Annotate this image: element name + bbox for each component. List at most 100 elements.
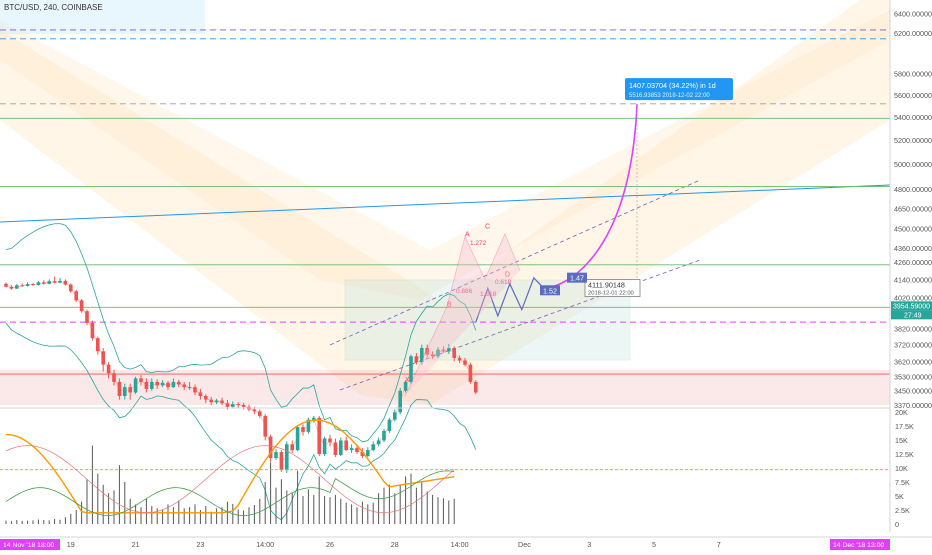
candle-body — [414, 356, 419, 363]
candle-body — [117, 381, 122, 397]
price-tick-label: 4140.000000 — [894, 275, 932, 284]
fib-value-label: 0.618 — [495, 279, 512, 286]
price-tick-label: 6400.000000 — [894, 9, 932, 18]
fib-value-label: 0.886 — [456, 288, 473, 295]
channel-fill-inner — [0, 10, 890, 300]
candle-body — [403, 381, 408, 391]
projection-zigzag — [475, 276, 545, 323]
time-tick-label: 7 — [717, 540, 721, 549]
price-tick-label: 3720.000000 — [894, 341, 932, 350]
channel-fill — [0, 0, 890, 405]
point-label-box — [584, 279, 641, 297]
candle-body — [20, 285, 24, 287]
time-range-tag — [0, 539, 60, 550]
time-tick-label: 5 — [652, 540, 656, 549]
candle-body — [214, 400, 219, 403]
candle-body — [101, 351, 105, 365]
price-tick-label: 3820.000000 — [894, 324, 932, 333]
pattern-point-label: X — [405, 377, 410, 384]
candle-body — [457, 357, 462, 361]
ratio-b-label: 1.47 — [570, 274, 584, 283]
ratio-a-label: 1.52 — [543, 286, 557, 295]
candle-body — [85, 311, 89, 323]
candle-body — [441, 349, 446, 352]
price-tick-label: 3620.000000 — [894, 357, 932, 366]
time-tick-label: 19 — [67, 540, 75, 549]
candle-body — [171, 381, 176, 388]
volume-tick-label: 5K — [895, 492, 904, 501]
candle-body — [74, 291, 78, 301]
candle-body — [155, 381, 159, 386]
candle-body — [106, 364, 111, 374]
pattern-point-label: B — [447, 302, 452, 309]
projection-curve — [543, 104, 638, 290]
harmonic-pattern — [404, 232, 521, 397]
candle-body — [90, 322, 95, 339]
projection-path — [475, 104, 638, 323]
candle-body — [36, 282, 41, 286]
pattern-point-label: A — [465, 232, 470, 239]
target-label: 1407.03704 (34.22%) in 1d — [629, 81, 716, 90]
candle-body — [393, 412, 397, 420]
candle-body — [306, 419, 311, 432]
price-tick-label: 6200.000000 — [894, 29, 932, 38]
time-tick-label: 14:00 — [451, 540, 469, 549]
candle-body — [468, 364, 473, 382]
volume-pane — [0, 407, 932, 524]
time-tick-label: 14 Dec '18 13:00 — [833, 542, 884, 549]
candle-body — [31, 284, 35, 286]
time-tick-label: 21 — [132, 540, 140, 549]
candle-body — [128, 387, 132, 393]
countdown-label: 27:49 — [904, 312, 922, 319]
price-axis-bg — [890, 0, 932, 550]
candle-body — [150, 381, 154, 389]
candle-body — [187, 387, 192, 389]
fib-value-label: 1.618 — [480, 291, 497, 298]
candle-body — [268, 436, 273, 458]
candle-body — [344, 440, 348, 451]
candle-body — [25, 284, 30, 287]
signal-line — [5, 470, 455, 517]
candle-body — [209, 399, 213, 403]
volume-tick-label: 20K — [895, 408, 908, 417]
annotation-labels: 1407.03704 (34.22%) in 1d 5516.93853 2018… — [404, 78, 733, 397]
candle-body — [79, 300, 84, 312]
volume-tick-label: 2.5K — [895, 506, 910, 515]
price-tick-label: 3530.000000 — [894, 373, 932, 382]
price-tick-label: 4800.000000 — [894, 185, 932, 194]
price-tick-label: 4360.000000 — [894, 244, 932, 253]
candle-body — [42, 282, 46, 284]
time-tick-label: 26 — [326, 540, 334, 549]
candle-body — [328, 438, 332, 443]
time-range-tag — [830, 539, 890, 550]
band-lower — [5, 322, 477, 521]
candle-body — [166, 382, 170, 388]
candle-body — [144, 381, 149, 389]
top-box — [0, 0, 205, 34]
volume-tick-label: 7.5K — [895, 478, 910, 487]
time-tick-label: 14:00 — [256, 540, 274, 549]
fib-value-label: 1.272 — [470, 240, 487, 247]
time-tick-label: Dec — [518, 540, 531, 549]
candle-body — [231, 404, 235, 407]
candle-body — [360, 452, 365, 456]
candle-body — [220, 400, 224, 404]
candle-body — [317, 417, 321, 455]
candle-body — [333, 442, 338, 455]
volume-tick-label: 0 — [895, 520, 899, 529]
candle-body — [15, 285, 19, 289]
candle-body — [4, 283, 8, 287]
candle-body — [252, 409, 257, 412]
candle-body — [376, 440, 381, 445]
pattern-point-label: D — [505, 271, 510, 278]
candle-body — [436, 349, 440, 357]
point-label: 4111.90148 — [588, 281, 625, 290]
candle-body — [425, 347, 429, 355]
candle-body — [47, 281, 51, 284]
band-upper — [5, 223, 477, 443]
candle-body — [339, 440, 343, 455]
candle-body — [63, 280, 68, 285]
price-tick-label: 4650.000000 — [894, 204, 932, 213]
